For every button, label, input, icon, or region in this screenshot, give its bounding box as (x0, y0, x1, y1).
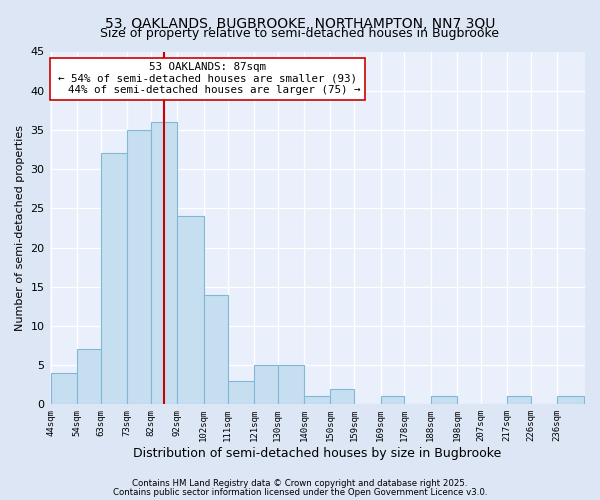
Bar (331, 388, 354, 404)
Bar (278, 365, 304, 405)
Text: Contains public sector information licensed under the Open Government Licence v3: Contains public sector information licen… (113, 488, 487, 497)
Text: Contains HM Land Registry data © Crown copyright and database right 2025.: Contains HM Land Registry data © Crown c… (132, 479, 468, 488)
Bar (304, 396, 331, 404)
Bar (51, 373, 77, 404)
Bar (127, 130, 151, 404)
Bar (178, 216, 204, 404)
Bar (431, 396, 457, 404)
Text: 53, OAKLANDS, BUGBROOKE, NORTHAMPTON, NN7 3QU: 53, OAKLANDS, BUGBROOKE, NORTHAMPTON, NN… (105, 18, 495, 32)
Bar (204, 294, 227, 405)
X-axis label: Distribution of semi-detached houses by size in Bugbrooke: Distribution of semi-detached houses by … (133, 447, 502, 460)
Text: Size of property relative to semi-detached houses in Bugbrooke: Size of property relative to semi-detach… (101, 28, 499, 40)
Text: 53 OAKLANDS: 87sqm
← 54% of semi-detached houses are smaller (93)
  44% of semi-: 53 OAKLANDS: 87sqm ← 54% of semi-detache… (55, 62, 360, 96)
Bar (101, 154, 127, 404)
Bar (77, 350, 101, 405)
Bar (151, 122, 178, 405)
Bar (380, 396, 404, 404)
Bar (507, 396, 531, 404)
Bar (227, 381, 254, 404)
Bar (557, 396, 584, 404)
Bar (254, 365, 278, 405)
Y-axis label: Number of semi-detached properties: Number of semi-detached properties (15, 125, 25, 331)
